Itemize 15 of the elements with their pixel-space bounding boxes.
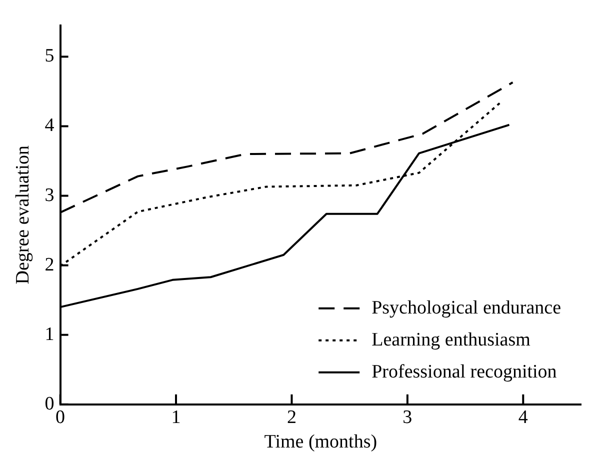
y-tick-label: 4 bbox=[44, 115, 55, 136]
x-tick-label: 3 bbox=[402, 406, 412, 428]
x-tick-label: 4 bbox=[518, 406, 528, 428]
x-tick-label: 1 bbox=[171, 406, 181, 428]
y-tick-label: 3 bbox=[44, 184, 54, 206]
y-tick-label: 0 bbox=[44, 393, 54, 414]
x-tick-label: 2 bbox=[286, 406, 296, 428]
legend-label: Psychological endurance bbox=[372, 297, 561, 318]
x-axis-title: Time (months) bbox=[264, 432, 378, 453]
y-axis-title: Degree evaluation bbox=[12, 145, 34, 284]
y-tick-label: 5 bbox=[44, 46, 54, 67]
y-tick-label: 2 bbox=[44, 254, 54, 276]
y-tick-label: 1 bbox=[44, 324, 54, 345]
legend-label: Learning enthusiasm bbox=[372, 329, 531, 350]
legend-label: Professional recognition bbox=[372, 361, 558, 382]
